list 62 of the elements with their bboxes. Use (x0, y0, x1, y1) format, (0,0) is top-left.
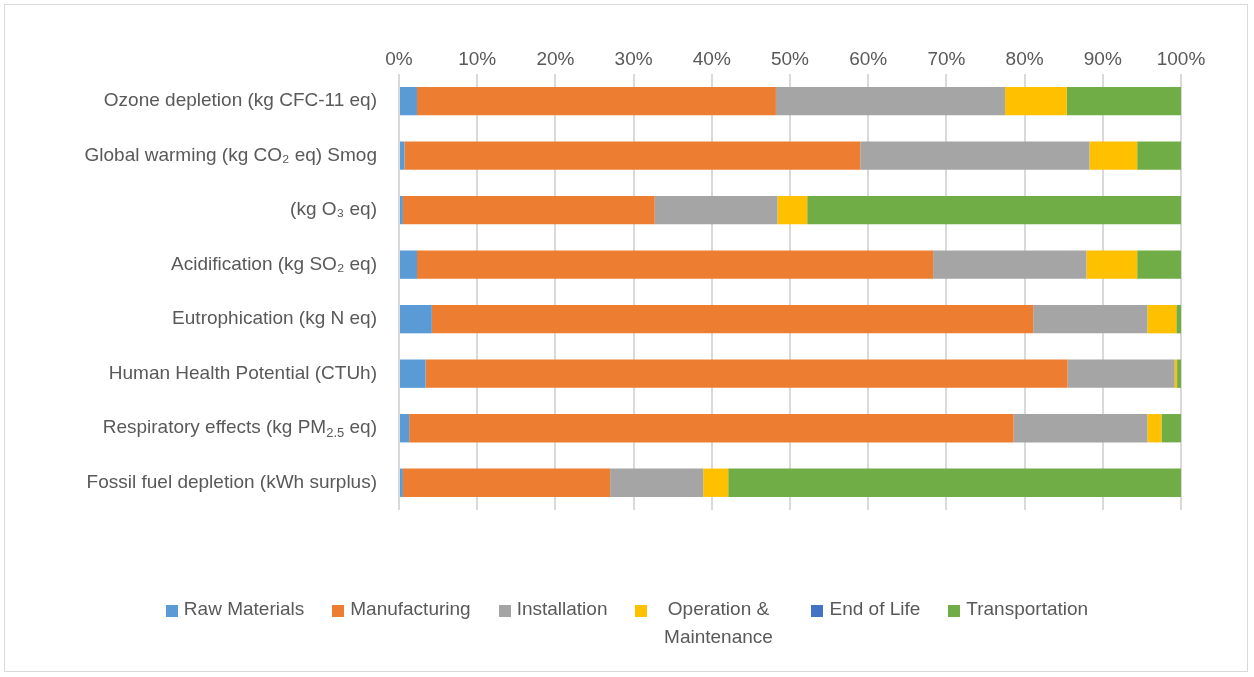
bar (703, 468, 729, 497)
bar (777, 195, 808, 225)
legend-label: Raw Materials (183, 597, 305, 621)
bar (1033, 304, 1148, 334)
bar (400, 141, 405, 170)
bar (400, 250, 417, 279)
y-tick-label: Eutrophication (kg N eq) (172, 307, 378, 329)
bar (400, 359, 426, 388)
bar (402, 468, 611, 497)
bar (1137, 250, 1181, 279)
x-tick-label: 30% (614, 47, 653, 69)
legend-label: Manufacturing (350, 597, 471, 621)
y-tick-label: (kg O₃ eq) (290, 198, 378, 220)
y-tick-label: Fossil fuel depletion (kWh surplus) (86, 470, 377, 492)
bar (1089, 141, 1138, 170)
bar (1161, 414, 1181, 443)
bar (933, 250, 1087, 279)
bar (1147, 414, 1162, 443)
legend-label: Operation & Maintenance (663, 597, 774, 649)
bar (400, 468, 403, 497)
legend-label: Transportation (966, 597, 1089, 621)
y-tick-label: Ozone depletion (kg CFC-11 eq) (103, 89, 377, 111)
y-tick-label: Human Health Potential (CTUh) (108, 361, 377, 383)
x-tick-label: 40% (692, 47, 731, 69)
x-tick-label: 0% (385, 47, 413, 69)
bar (1005, 86, 1067, 116)
bar (431, 304, 1034, 334)
y-tick-label: Acidification (kg SO₂ eq) (171, 252, 377, 274)
bar (425, 359, 1068, 388)
x-tick-label: 80% (1005, 47, 1044, 69)
x-tick-label: 90% (1083, 47, 1122, 69)
bar (610, 468, 704, 497)
x-tick-label: 10% (458, 47, 497, 69)
bar (400, 195, 403, 225)
bar (402, 195, 655, 225)
bar (409, 414, 1014, 443)
bar (775, 86, 1006, 116)
x-tick-label: 100% (1156, 47, 1206, 69)
bar (404, 141, 861, 170)
bar (1176, 304, 1181, 334)
bar (728, 468, 1181, 497)
bar (416, 86, 776, 116)
x-tick-label: 70% (927, 47, 966, 69)
legend-label: End of Life (829, 597, 921, 621)
x-tick-label: 20% (536, 47, 575, 69)
bar (1086, 250, 1138, 279)
bar (654, 195, 778, 225)
bar (1067, 359, 1175, 388)
bar (1013, 414, 1148, 443)
bar (400, 304, 432, 334)
x-tick-label: 60% (849, 47, 888, 69)
bar (1147, 304, 1177, 334)
bar (400, 414, 410, 443)
x-tick-label: 50% (770, 47, 810, 69)
y-tick-label: Global warming (kg CO₂ eq) Smog (84, 143, 378, 165)
bar (860, 141, 1090, 170)
bar (416, 250, 934, 279)
bar (1137, 141, 1181, 170)
bar (400, 86, 417, 116)
legend-label: Installation (516, 597, 608, 621)
bar (1066, 86, 1181, 116)
bar (807, 195, 1181, 225)
